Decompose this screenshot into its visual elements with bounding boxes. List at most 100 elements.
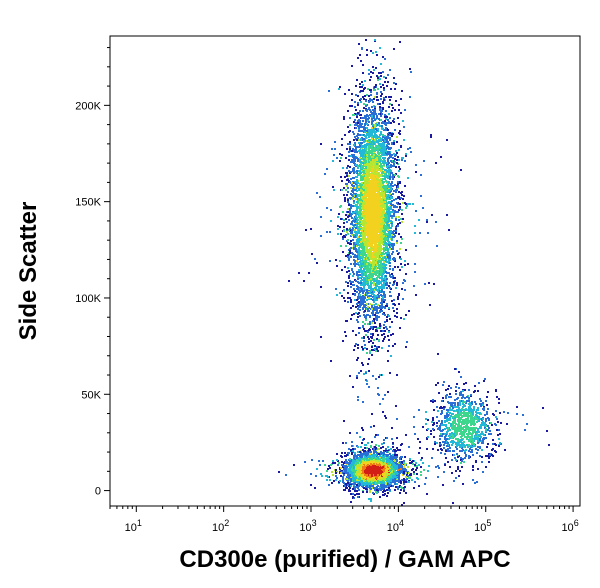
data-point (346, 175, 348, 177)
data-point (359, 269, 361, 271)
data-point (371, 136, 373, 138)
data-point (394, 174, 396, 176)
data-point (379, 264, 381, 266)
data-point (360, 253, 362, 255)
data-point (382, 297, 384, 299)
data-point (385, 138, 387, 140)
data-point (361, 196, 363, 198)
data-point (347, 267, 349, 269)
data-point (380, 119, 382, 121)
data-point (365, 180, 367, 182)
data-point (389, 99, 391, 101)
data-point (404, 260, 406, 262)
data-point (375, 329, 377, 331)
data-point (337, 233, 339, 235)
data-point (381, 284, 383, 286)
data-point (380, 294, 382, 296)
data-point (369, 315, 371, 317)
data-points (278, 39, 550, 506)
data-point (366, 299, 368, 301)
data-point (366, 271, 368, 273)
data-point (360, 153, 362, 155)
data-point (358, 43, 360, 45)
data-point (370, 426, 372, 428)
data-point (378, 295, 380, 297)
data-point (386, 219, 388, 221)
data-point (378, 376, 380, 378)
data-point (367, 132, 369, 134)
data-point (354, 290, 356, 292)
data-point (353, 349, 355, 351)
data-point (389, 69, 391, 71)
data-point (357, 167, 359, 169)
data-point (389, 169, 391, 171)
data-point (376, 338, 378, 340)
data-point (365, 188, 367, 190)
data-point (376, 163, 378, 165)
data-point (372, 314, 374, 316)
data-point (377, 128, 379, 130)
data-point (391, 181, 393, 183)
data-point (336, 157, 338, 159)
data-point (389, 227, 391, 229)
data-point (364, 297, 366, 299)
data-point (334, 148, 336, 150)
data-point (382, 223, 384, 225)
data-point (460, 169, 462, 171)
data-point (348, 131, 350, 133)
data-point (396, 284, 398, 286)
data-point (357, 244, 359, 246)
data-point (343, 229, 345, 231)
data-point (366, 163, 368, 165)
data-point (357, 396, 359, 398)
data-point (388, 345, 390, 347)
data-point (394, 258, 396, 260)
data-point (370, 111, 372, 113)
data-point (371, 349, 373, 351)
data-point (380, 86, 382, 88)
data-point (350, 178, 352, 180)
data-point (356, 208, 358, 210)
data-point (360, 101, 362, 103)
data-point (381, 241, 383, 243)
data-point (359, 294, 361, 296)
data-point (347, 285, 349, 287)
data-point (364, 183, 366, 185)
data-point (360, 155, 362, 157)
data-point (380, 187, 382, 189)
data-point (356, 210, 358, 212)
data-point (385, 264, 387, 266)
data-point (364, 144, 366, 146)
data-point (374, 86, 376, 88)
data-point (362, 321, 364, 323)
data-point (367, 166, 369, 168)
data-point (409, 68, 411, 70)
data-point (356, 179, 358, 181)
data-point (380, 181, 382, 183)
data-point (361, 346, 363, 348)
data-point (377, 88, 379, 90)
data-point (353, 172, 355, 174)
data-point (395, 198, 397, 200)
data-point (320, 336, 322, 338)
data-point (358, 271, 360, 273)
data-point (353, 154, 355, 156)
data-point (340, 218, 342, 220)
data-point (393, 233, 395, 235)
data-point (398, 293, 400, 295)
data-point (400, 112, 402, 114)
data-point (343, 420, 345, 422)
data-point (355, 214, 357, 216)
data-point (380, 210, 382, 212)
data-point (383, 192, 385, 194)
data-point (390, 220, 392, 222)
data-point (371, 138, 373, 140)
data-point (369, 276, 371, 278)
data-point (392, 268, 394, 270)
data-point (396, 159, 398, 161)
data-point (385, 180, 387, 182)
data-point (364, 310, 366, 312)
data-point (394, 88, 396, 90)
data-point (383, 291, 385, 293)
data-point (383, 210, 385, 212)
